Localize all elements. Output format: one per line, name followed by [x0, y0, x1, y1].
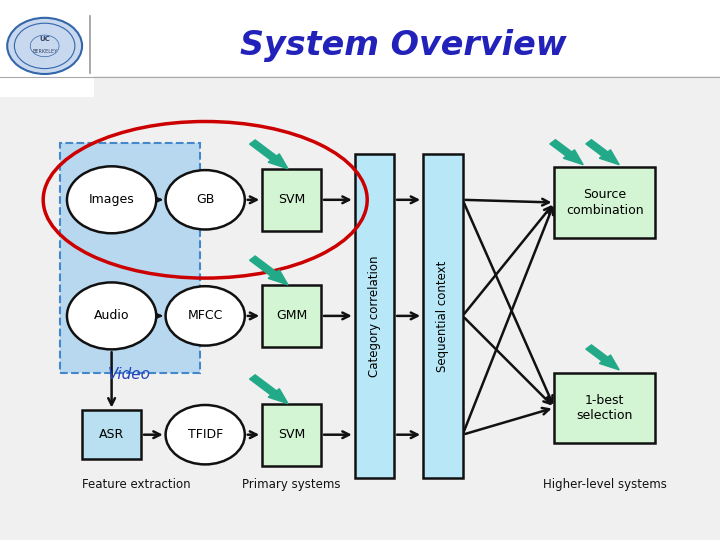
Bar [262, 168, 321, 231]
Bar [0, 0, 720, 76]
Circle shape [166, 405, 245, 464]
Text: Primary systems: Primary systems [243, 478, 341, 491]
Bar [82, 410, 141, 459]
Bar [355, 154, 395, 478]
Circle shape [67, 166, 156, 233]
Circle shape [166, 170, 245, 230]
Text: Video: Video [108, 367, 151, 382]
Circle shape [67, 282, 156, 349]
Circle shape [30, 35, 59, 57]
FancyArrow shape [250, 375, 288, 404]
Text: Source
combination: Source combination [566, 188, 644, 217]
Bar [262, 285, 321, 347]
FancyArrow shape [586, 345, 619, 370]
Text: 1-best
selection: 1-best selection [577, 394, 633, 422]
Text: Images: Images [89, 193, 135, 206]
Circle shape [166, 286, 245, 346]
Bar [554, 373, 655, 443]
Text: GB: GB [196, 193, 215, 206]
Text: SVM: SVM [278, 193, 305, 206]
Text: MFCC: MFCC [187, 309, 223, 322]
Bar [554, 167, 655, 238]
FancyArrow shape [550, 140, 583, 165]
Text: ASR: ASR [99, 428, 125, 441]
Text: BERKELEY: BERKELEY [32, 49, 57, 54]
FancyArrow shape [250, 256, 288, 285]
Text: GMM: GMM [276, 309, 307, 322]
Text: SVM: SVM [278, 428, 305, 441]
Bar [423, 154, 463, 478]
Text: System Overview: System Overview [240, 29, 567, 63]
Circle shape [14, 23, 75, 69]
Text: Sequential context: Sequential context [436, 260, 449, 372]
Text: Feature extraction: Feature extraction [83, 478, 191, 491]
Text: Category correlation: Category correlation [368, 255, 381, 377]
Circle shape [7, 18, 82, 74]
Bar [0, 0, 94, 97]
Text: Audio: Audio [94, 309, 130, 322]
FancyArrow shape [586, 140, 619, 165]
Text: TFIDF: TFIDF [188, 428, 222, 441]
Text: Higher-level systems: Higher-level systems [543, 478, 667, 491]
Bar [60, 143, 200, 373]
FancyArrow shape [250, 140, 288, 168]
Text: UC: UC [40, 36, 50, 43]
Bar [262, 404, 321, 465]
